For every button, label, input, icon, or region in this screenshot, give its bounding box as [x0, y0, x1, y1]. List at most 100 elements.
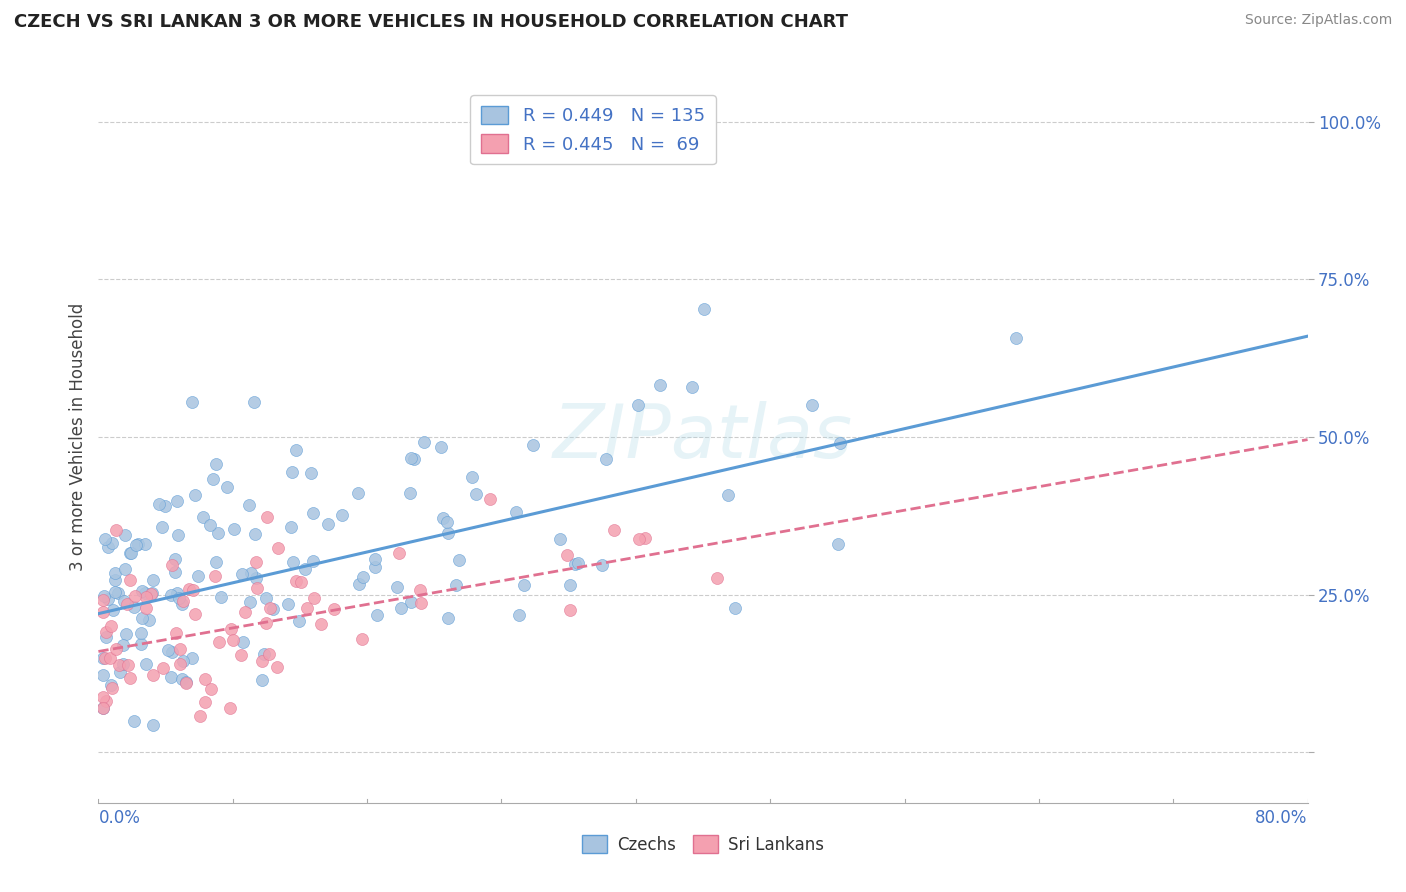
Point — [627, 399, 650, 413]
Point — [101, 535, 124, 549]
Text: Source: ZipAtlas.com: Source: ZipAtlas.com — [1244, 13, 1392, 28]
Point — [127, 537, 149, 551]
Point — [560, 578, 582, 592]
Point — [564, 558, 586, 572]
Point — [101, 681, 124, 696]
Point — [115, 597, 138, 611]
Point — [91, 651, 114, 665]
Point — [555, 549, 578, 563]
Point — [181, 395, 204, 409]
Point — [204, 568, 226, 582]
Point — [444, 578, 467, 592]
Point — [174, 676, 197, 690]
Point — [436, 515, 458, 529]
Point — [160, 645, 183, 659]
Point — [316, 517, 339, 532]
Point — [141, 585, 163, 599]
Point — [252, 673, 274, 687]
Point — [412, 435, 434, 450]
Point — [208, 635, 231, 649]
Point — [432, 511, 454, 525]
Point — [200, 518, 222, 533]
Point — [139, 587, 162, 601]
Point — [277, 597, 299, 611]
Point — [222, 633, 245, 648]
Point — [169, 591, 191, 605]
Point — [91, 592, 114, 607]
Point — [114, 528, 136, 542]
Point — [285, 574, 308, 588]
Point — [148, 497, 170, 511]
Point — [290, 575, 312, 590]
Point — [169, 642, 191, 657]
Point — [108, 665, 131, 679]
Point — [399, 451, 422, 466]
Point — [117, 657, 139, 672]
Point — [309, 616, 332, 631]
Point — [91, 700, 114, 714]
Point — [187, 569, 209, 583]
Point — [181, 582, 204, 597]
Point — [219, 623, 242, 637]
Point — [280, 465, 302, 479]
Point — [281, 555, 304, 569]
Point — [194, 672, 217, 686]
Point — [93, 590, 115, 604]
Point — [389, 601, 412, 615]
Point — [245, 555, 267, 569]
Point — [107, 586, 129, 600]
Point — [294, 561, 316, 575]
Point — [232, 635, 254, 649]
Point — [522, 438, 544, 452]
Point — [142, 668, 165, 682]
Point — [91, 605, 114, 619]
Point — [91, 690, 114, 705]
Point — [177, 582, 200, 596]
Point — [191, 510, 214, 524]
Point — [114, 562, 136, 576]
Point — [479, 491, 502, 506]
Point — [142, 573, 165, 587]
Point — [120, 546, 142, 560]
Point — [508, 607, 530, 622]
Point — [430, 440, 453, 454]
Point — [96, 624, 118, 639]
Point — [222, 522, 245, 536]
Point — [259, 647, 281, 661]
Point — [246, 581, 269, 595]
Point — [166, 494, 188, 508]
Point — [231, 567, 253, 582]
Point — [240, 566, 263, 581]
Point — [160, 558, 183, 572]
Point — [124, 599, 146, 614]
Point — [131, 611, 153, 625]
Point — [401, 595, 423, 609]
Text: ZIPatlas: ZIPatlas — [553, 401, 853, 473]
Point — [180, 651, 202, 665]
Point — [94, 630, 117, 644]
Point — [352, 570, 374, 584]
Point — [124, 714, 146, 729]
Point — [827, 537, 849, 551]
Point — [634, 531, 657, 545]
Point — [245, 571, 267, 585]
Point — [94, 694, 117, 708]
Point — [157, 642, 180, 657]
Point — [94, 532, 117, 546]
Point — [160, 670, 183, 684]
Point — [166, 626, 188, 640]
Point — [124, 590, 146, 604]
Point — [138, 613, 160, 627]
Point — [295, 601, 318, 615]
Point — [302, 506, 325, 520]
Point — [100, 678, 122, 692]
Point — [266, 660, 288, 674]
Point — [114, 594, 136, 608]
Point — [118, 573, 141, 587]
Point — [280, 519, 302, 533]
Point — [366, 608, 388, 623]
Point — [548, 532, 571, 546]
Point — [706, 571, 728, 585]
Point — [461, 470, 484, 484]
Point — [693, 301, 716, 316]
